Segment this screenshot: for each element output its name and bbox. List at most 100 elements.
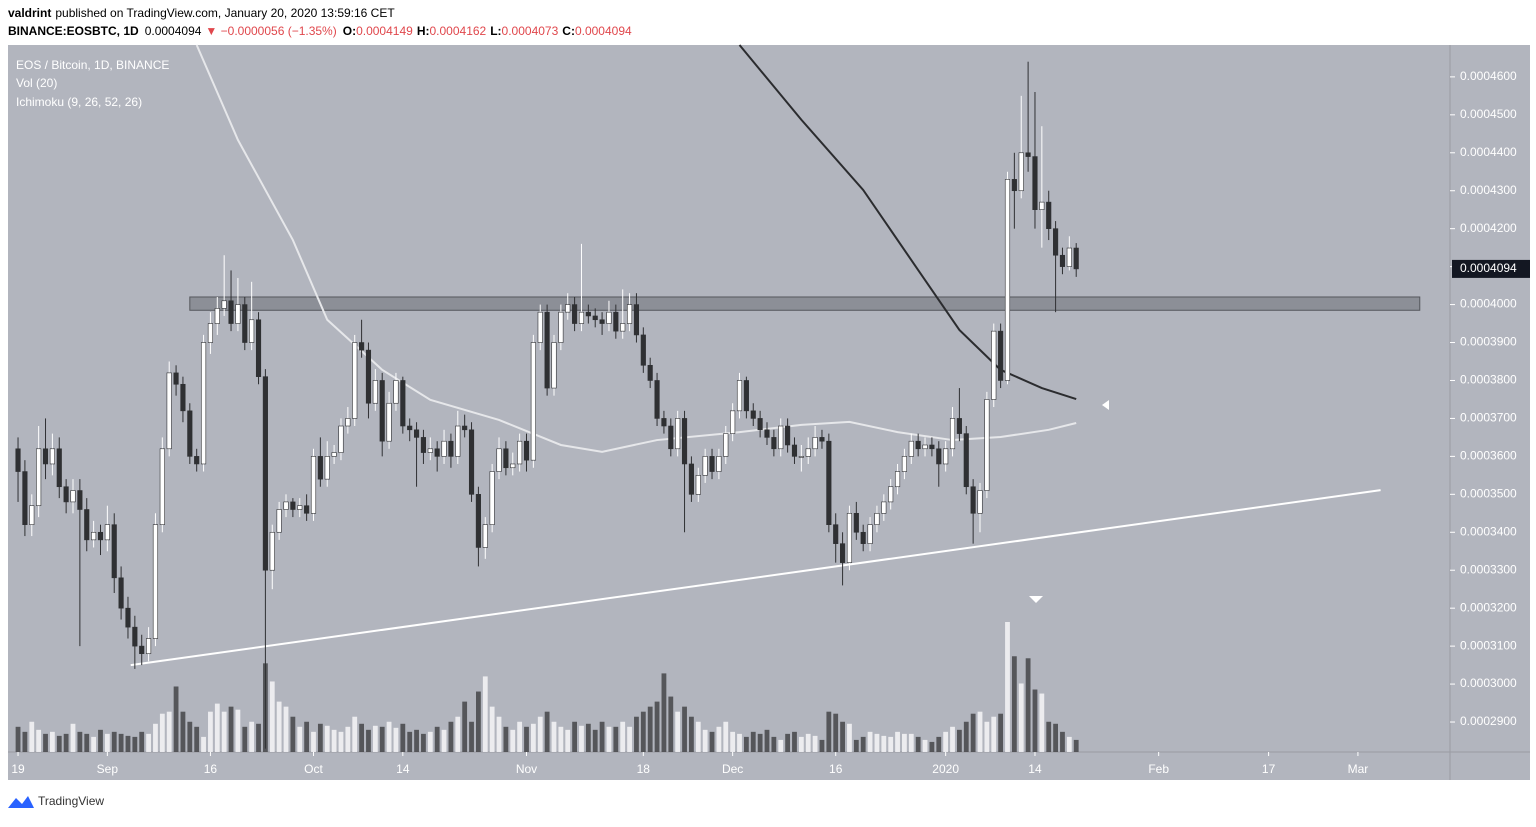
candle-body [970,486,976,514]
candle-body [578,311,585,324]
volume-bar [469,721,474,752]
candle-body [661,418,667,427]
volume-bar [737,733,742,752]
candle-body [1011,179,1017,192]
candle-body [1039,201,1045,211]
volume-bar [180,711,186,752]
volume-bar [201,736,206,752]
volume-bar [496,716,502,752]
candle-body [304,505,310,514]
volume-bar [599,721,605,752]
candle-body [166,372,172,450]
candle-body [826,440,832,525]
volume-bar [98,729,103,752]
price-label-bg [1452,259,1530,278]
volume-bar [936,736,942,752]
candle-body [372,380,378,404]
volume-bar [915,736,921,752]
volume-bar [1053,723,1058,752]
legend-item: Ichimoku (9, 26, 52, 26) [16,95,142,109]
candle-body [49,448,55,465]
volume-bar [269,681,275,752]
candle-body [146,638,152,655]
candle-body [1032,156,1038,211]
candle-body [949,418,956,450]
volume-bar [579,725,584,752]
change: ▼ −0.0000056 (−1.35%) [205,24,336,38]
y-tick-label: 0.0004200 [1460,221,1517,235]
volume-bar [640,711,646,752]
candle-body [152,524,159,639]
candle-body [235,304,241,324]
candle-body [262,376,268,571]
indicator-line [130,489,1381,667]
volume-bar [970,713,976,752]
volume-bar [482,676,488,752]
header-line: valdrint published on TradingView.com, Ja… [8,6,395,20]
volume-bar [682,706,687,752]
volume-bar [716,726,722,752]
candle-body [290,501,296,510]
volume-bar [510,729,516,752]
candle-body [379,380,385,442]
candle-body [1053,228,1059,256]
volume-bar [283,706,289,752]
published: published on TradingView.com, January 20… [55,6,395,20]
volume-bar [372,725,378,752]
volume-bar [620,721,626,752]
volume-bar [63,733,69,752]
candle-body [63,486,69,503]
c-label: C: [562,24,575,38]
volume-bar [853,739,859,752]
candle-body [276,509,282,533]
volume-bar [847,723,852,752]
plot: 0.0002900 0.0003000 0.0003100 0.0003200 0.00… [11,44,1530,776]
candle-body [407,425,413,431]
logo-icon [8,796,34,808]
candle-body [77,490,83,510]
candle-body [688,463,694,495]
volume-bar [929,741,935,752]
y-tick-label: 0.0003700 [1460,411,1517,425]
volume-bar [950,726,955,752]
candle-body [537,311,543,343]
candle-body [771,437,777,450]
volume-bar [778,739,784,752]
volume-bar [1039,693,1045,752]
candle-body [1025,152,1031,157]
low: 0.0004073 [502,24,559,38]
volume-bar [627,726,632,752]
candle-body [840,543,846,563]
volume-bar [902,733,907,752]
volume-bar [558,726,564,752]
candle-body [118,577,124,609]
x-tick-label: 17 [1262,762,1276,776]
volume-bar [249,721,255,752]
candle-body [352,342,358,419]
candle-body [510,463,516,469]
volume-bar [15,726,21,752]
l-label: L: [490,24,501,38]
candle-body [255,319,262,377]
candle-body [200,342,207,465]
candle-body [462,425,468,431]
candle-body [894,471,901,488]
candle-body [173,372,179,385]
volume-bar [297,726,303,752]
volume-bar [304,721,310,752]
volume-bar [792,731,797,752]
volume-bar [805,733,811,752]
candle-body [915,440,921,450]
volume-bar [146,733,151,752]
candle-body [757,418,763,431]
volume-bar [1066,736,1072,752]
y-tick-label: 0.0003000 [1460,676,1517,690]
candle-body [805,448,811,457]
candle-body [833,524,839,544]
candle-body [97,531,104,541]
volume-bar [867,731,873,752]
candle-body [365,349,372,404]
volume-bar [592,729,598,752]
volume-bar [118,733,124,752]
